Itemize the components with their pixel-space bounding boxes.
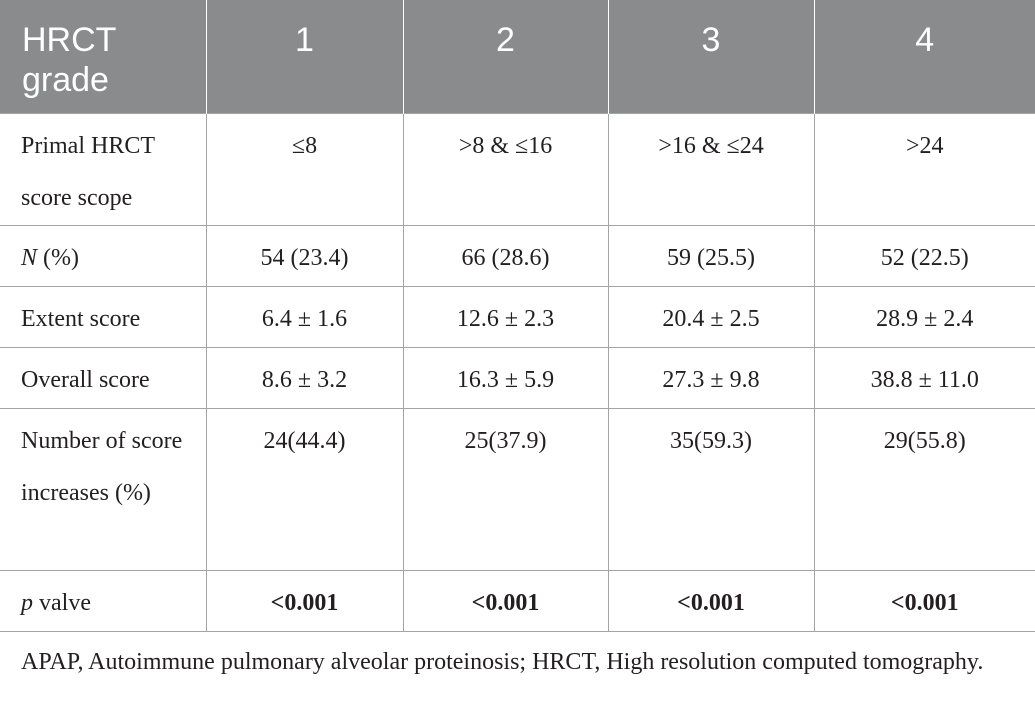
table-cell: <0.001	[607, 569, 815, 632]
header-row: HRCT grade 1 2 3 4	[0, 0, 1035, 113]
table-cell: 29(55.8)	[813, 407, 1035, 571]
table-row-overall-score: Overall score 8.6 ± 3.2 16.3 ± 5.9 27.3 …	[0, 346, 1035, 409]
hrct-grade-table: HRCT grade 1 2 3 4 Primal HRCT score sco…	[0, 0, 1035, 632]
row-label-rest: (%)	[37, 244, 79, 271]
header-grade-2: 2	[402, 0, 608, 113]
table-cell: 16.3 ± 5.9	[402, 346, 609, 409]
row-label-italic: N	[21, 244, 38, 271]
table-cell: 12.6 ± 2.3	[402, 285, 609, 348]
table-header: HRCT grade 1 2 3 4	[0, 0, 1035, 113]
table-cell: >8 & ≤16	[402, 112, 609, 226]
header-label: HRCT grade	[0, 0, 206, 113]
header-grade-1: 1	[205, 0, 403, 113]
table-cell: 28.9 ± 2.4	[813, 285, 1035, 348]
table-cell: 27.3 ± 9.8	[607, 346, 815, 409]
table-cell: 38.8 ± 11.0	[813, 346, 1035, 409]
row-label-rest: valve	[33, 589, 91, 616]
table-footnote: APAP, Autoimmune pulmonary alveolar prot…	[21, 649, 984, 675]
table-row-extent-score: Extent score 6.4 ± 1.6 12.6 ± 2.3 20.4 ±…	[0, 285, 1035, 348]
table-cell: 59 (25.5)	[607, 224, 815, 287]
header-grade-4: 4	[813, 0, 1035, 113]
table-row-n-percent: N (%) 54 (23.4) 66 (28.6) 59 (25.5) 52 (…	[0, 224, 1035, 287]
table-row-score-increases: Number of score increases (%) 24(44.4) 2…	[0, 407, 1035, 571]
table-row-primal-score-scope: Primal HRCT score scope ≤8 >8 & ≤16 >16 …	[0, 112, 1035, 226]
table-cell: 8.6 ± 3.2	[205, 346, 404, 409]
row-label: p valve	[0, 569, 207, 632]
table-cell: 35(59.3)	[607, 407, 815, 571]
table-cell: 25(37.9)	[402, 407, 609, 571]
table-cell: 6.4 ± 1.6	[205, 285, 404, 348]
table-cell: 66 (28.6)	[402, 224, 609, 287]
table-cell: <0.001	[205, 569, 404, 632]
table-cell: ≤8	[205, 112, 404, 226]
table-cell: 52 (22.5)	[813, 224, 1035, 287]
row-label: Number of score increases (%)	[0, 407, 207, 571]
row-label: Extent score	[0, 285, 207, 348]
table-body: Primal HRCT score scope ≤8 >8 & ≤16 >16 …	[0, 112, 1035, 632]
table-cell: >16 & ≤24	[607, 112, 815, 226]
table-cell: 24(44.4)	[205, 407, 404, 571]
row-label: Primal HRCT score scope	[0, 112, 207, 226]
row-label: Overall score	[0, 346, 207, 409]
row-label: N (%)	[0, 224, 207, 287]
row-label-italic: p	[21, 589, 33, 616]
table-cell: 54 (23.4)	[205, 224, 404, 287]
table-cell: <0.001	[813, 569, 1035, 632]
table-row-p-value: p valve <0.001 <0.001 <0.001 <0.001	[0, 569, 1035, 632]
header-grade-3: 3	[607, 0, 814, 113]
table-cell: 20.4 ± 2.5	[607, 285, 815, 348]
table-cell: <0.001	[402, 569, 609, 632]
table-cell: >24	[813, 112, 1035, 226]
